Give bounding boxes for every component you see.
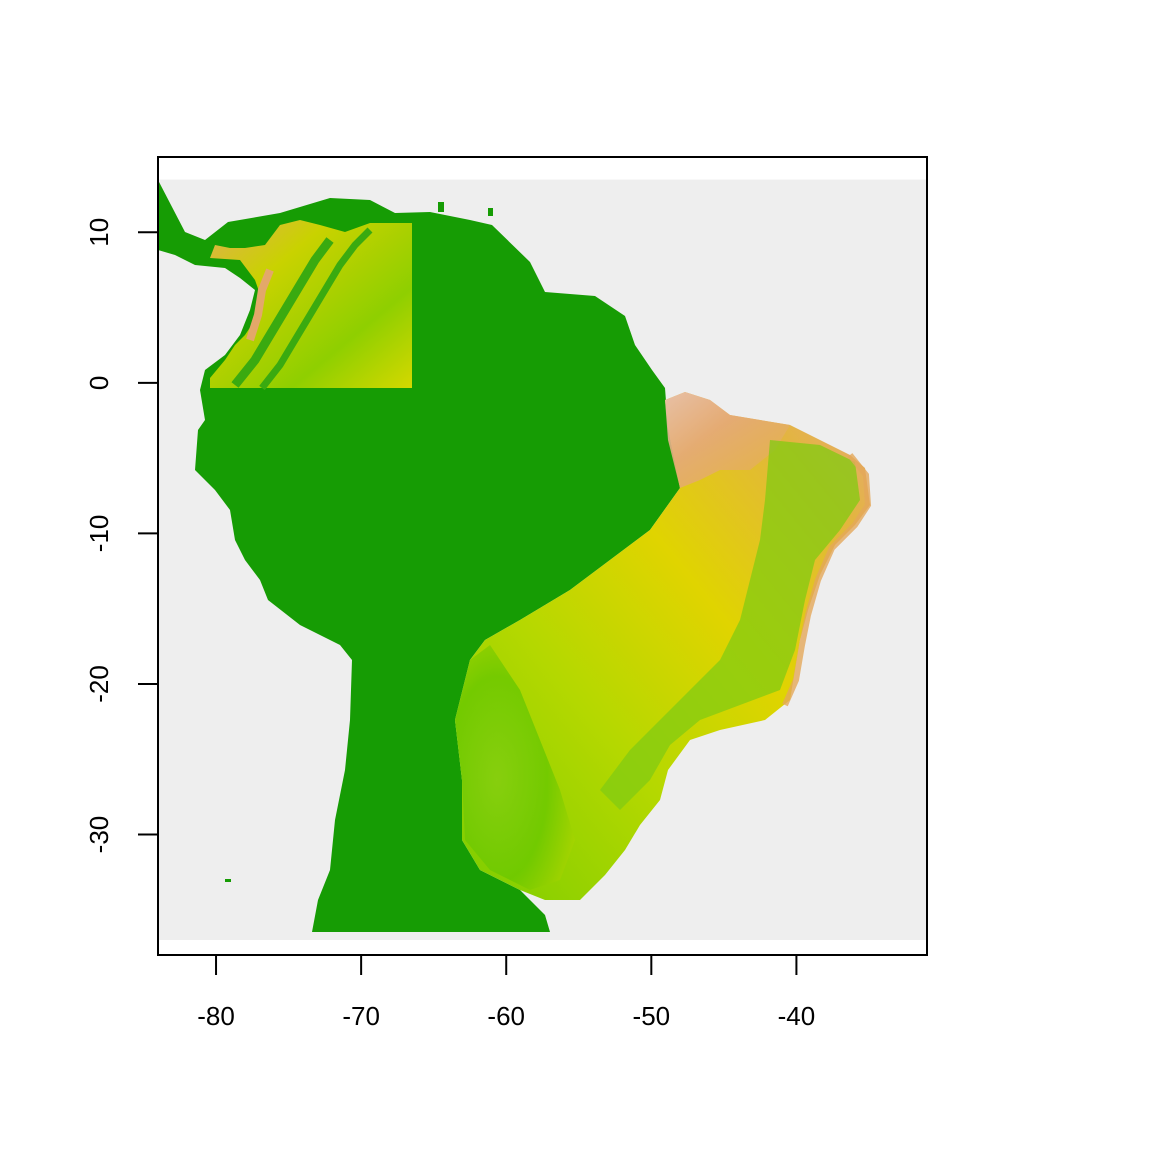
island-speck: [628, 405, 632, 409]
island-speck: [438, 202, 444, 212]
raster-region-northeast: [665, 392, 790, 488]
raster-highland: [246, 268, 274, 342]
x-tick-label: -80: [197, 1001, 235, 1031]
raster-valley: [259, 227, 373, 391]
raster-region-south: [455, 645, 575, 890]
raster-coastal-fringe: [782, 453, 872, 707]
x-tick-label: -50: [633, 1001, 671, 1031]
y-tick-label: -30: [84, 816, 114, 854]
island-speck: [225, 879, 231, 882]
x-tick-label: -40: [778, 1001, 816, 1031]
y-tick-label: -10: [84, 515, 114, 553]
x-tick-label: -70: [342, 1001, 380, 1031]
raster-valley: [231, 237, 334, 388]
y-axis: 10 0 -10 -20 -30: [84, 218, 159, 854]
island-speck: [488, 208, 493, 216]
island-speck: [350, 207, 356, 213]
raster-green-belt: [600, 440, 860, 810]
raster-layer: [158, 179, 927, 940]
island-speck: [632, 376, 638, 382]
y-tick-label: -20: [84, 665, 114, 703]
x-axis: -80 -70 -60 -50 -40: [197, 954, 816, 1031]
x-tick-label: -60: [487, 1001, 525, 1031]
y-tick-label: 0: [84, 376, 114, 390]
y-tick-label: 10: [84, 218, 114, 247]
